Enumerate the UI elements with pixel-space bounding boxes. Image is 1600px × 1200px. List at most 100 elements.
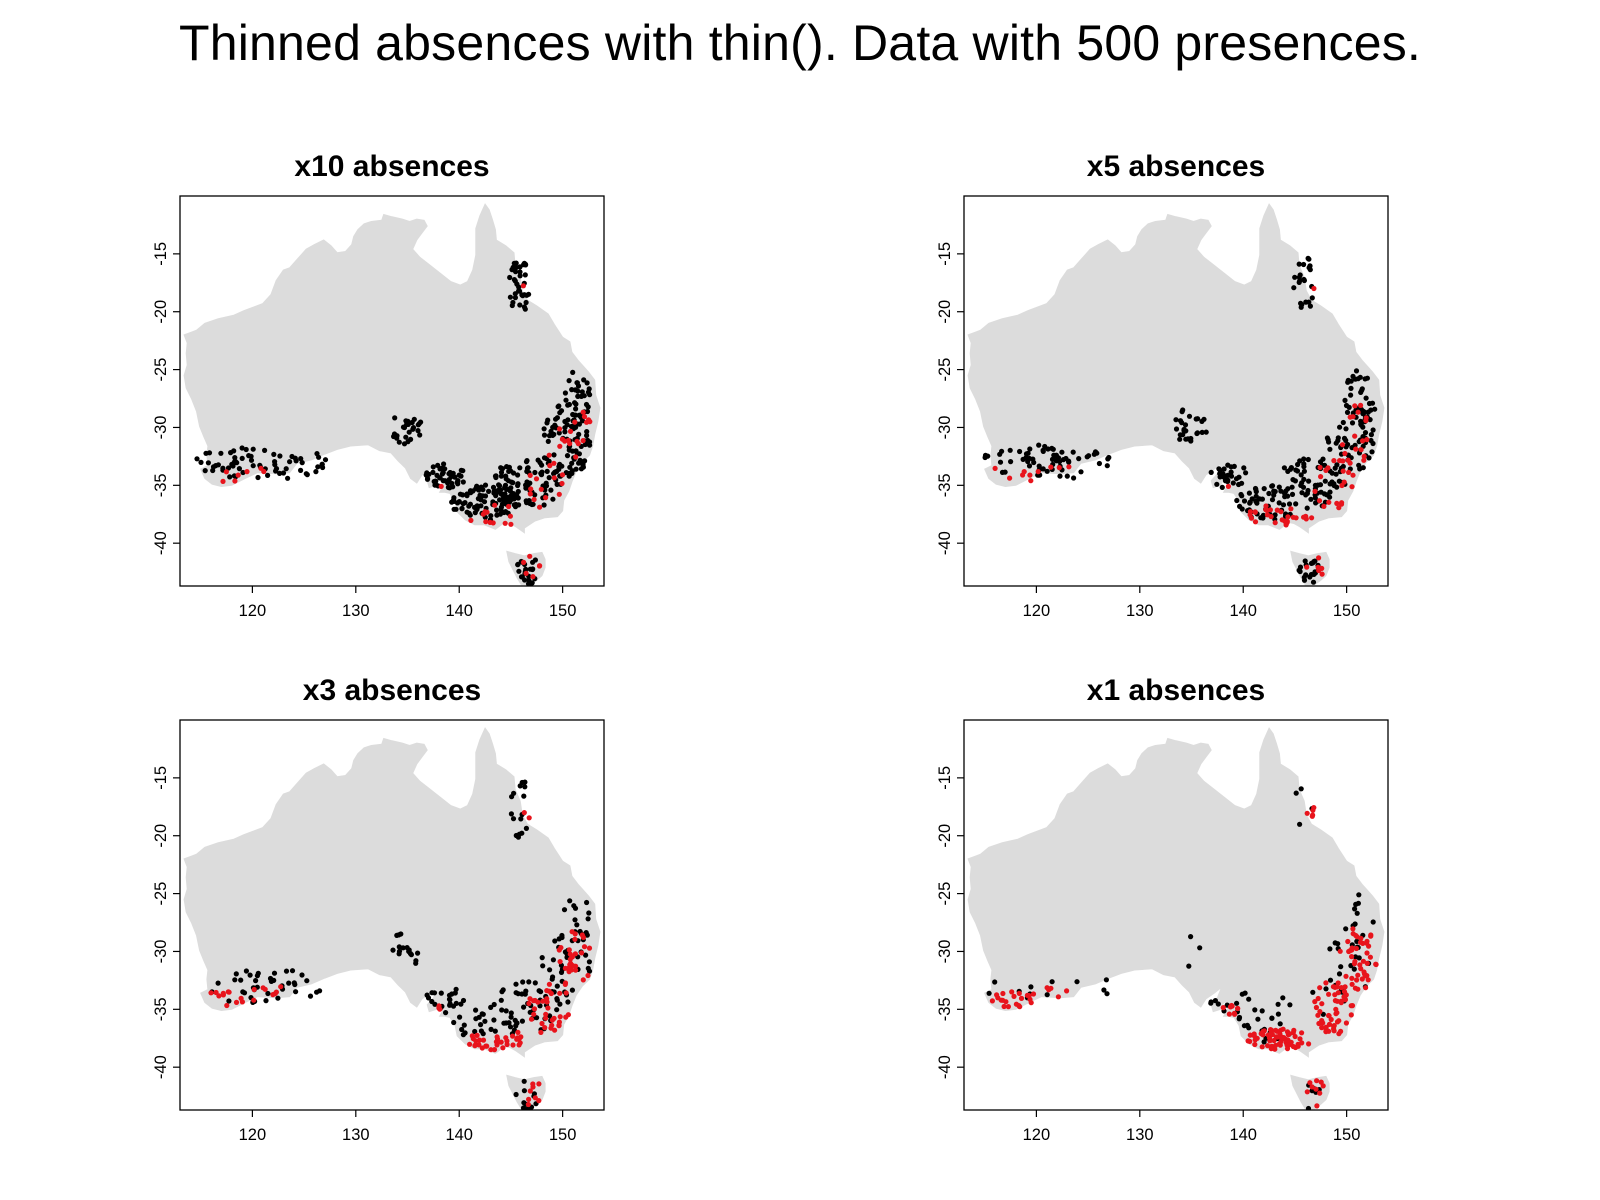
absence-point xyxy=(584,432,590,439)
presence-point xyxy=(1326,499,1332,505)
panel-title: x3 absences xyxy=(303,674,481,707)
absence-point xyxy=(411,416,417,422)
presence-point xyxy=(1231,1010,1237,1016)
absence-point xyxy=(566,473,572,479)
presence-point xyxy=(1346,948,1352,955)
presence-point xyxy=(559,480,565,487)
presence-point xyxy=(504,1038,510,1044)
absence-point xyxy=(1026,463,1033,469)
absence-point xyxy=(551,452,557,458)
presence-point xyxy=(1358,447,1364,453)
absence-point xyxy=(522,577,528,583)
absence-point xyxy=(1228,469,1234,475)
absence-point xyxy=(1360,434,1366,440)
absence-point xyxy=(1243,470,1249,476)
absence-point xyxy=(531,1091,537,1097)
absence-point xyxy=(1214,481,1220,487)
presence-point xyxy=(581,414,588,420)
absence-point xyxy=(580,461,586,467)
land-mainland xyxy=(183,203,601,534)
presence-point xyxy=(1319,565,1325,571)
absence-point xyxy=(435,462,441,468)
absence-point xyxy=(232,455,238,461)
presence-point xyxy=(1373,961,1379,967)
absence-point xyxy=(1092,449,1099,455)
presence-point xyxy=(1338,1028,1344,1034)
presence-point xyxy=(1007,475,1013,481)
presence-point xyxy=(1335,990,1341,996)
presence-point xyxy=(992,465,998,471)
presence-point xyxy=(239,999,245,1005)
absence-point xyxy=(1025,450,1031,456)
absence-point xyxy=(558,408,565,414)
presence-point xyxy=(556,491,562,497)
absence-point xyxy=(1346,404,1352,410)
absence-point xyxy=(293,989,299,995)
absence-point xyxy=(564,422,570,428)
presence-point xyxy=(1318,474,1324,480)
presence-point xyxy=(1347,460,1353,466)
presence-point xyxy=(1350,926,1356,932)
presence-point xyxy=(1318,1079,1324,1085)
absence-point xyxy=(478,1022,484,1028)
presence-point xyxy=(1364,950,1370,956)
absence-point xyxy=(460,479,466,485)
presence-point xyxy=(551,475,557,481)
absence-point xyxy=(415,428,421,434)
absence-point xyxy=(1356,892,1362,898)
absence-point xyxy=(517,273,523,279)
presence-point xyxy=(1048,985,1054,991)
absence-point xyxy=(433,478,439,484)
presence-point xyxy=(587,419,593,425)
absence-point xyxy=(1298,472,1304,478)
presence-point xyxy=(1275,1034,1281,1040)
presence-point xyxy=(1252,1041,1258,1048)
presence-point xyxy=(527,1088,533,1094)
presence-point xyxy=(1309,1084,1315,1090)
absence-point xyxy=(470,488,476,494)
absence-point xyxy=(1071,475,1077,481)
absence-point xyxy=(1333,471,1339,477)
presence-point xyxy=(537,504,543,510)
absence-point xyxy=(1050,446,1056,452)
plot-area xyxy=(967,727,1385,1110)
presence-point xyxy=(1331,1024,1337,1030)
absence-point xyxy=(457,1014,463,1020)
absence-point xyxy=(1293,501,1299,507)
presence-point xyxy=(1343,973,1349,979)
absence-point xyxy=(519,292,525,298)
absence-point xyxy=(1252,1007,1258,1013)
absence-point xyxy=(1002,469,1008,475)
absence-point xyxy=(273,466,280,472)
absence-point xyxy=(576,421,582,427)
absence-point xyxy=(565,417,571,423)
land-mainland xyxy=(183,727,601,1058)
absence-point xyxy=(1305,456,1311,463)
absence-point xyxy=(1104,463,1110,469)
absence-point xyxy=(564,453,571,459)
panel-x1: x1 absences 120 130 140 150 -15 -20 -25 -30 -35 -4… xyxy=(924,664,1444,1184)
presence-point xyxy=(470,1036,476,1042)
panel-title: x1 absences xyxy=(1087,674,1265,707)
absence-point xyxy=(1304,505,1310,511)
absence-point xyxy=(1307,267,1313,273)
presence-point xyxy=(1011,993,1017,999)
absence-point xyxy=(1298,786,1304,792)
absence-point xyxy=(999,448,1005,454)
presence-point xyxy=(1284,518,1290,524)
presence-point xyxy=(1325,465,1331,471)
absence-point xyxy=(226,998,232,1004)
presence-point xyxy=(1252,1037,1258,1043)
absence-point xyxy=(459,1026,465,1033)
absence-point xyxy=(1246,1025,1252,1031)
absence-point xyxy=(314,989,320,995)
absence-point xyxy=(481,499,488,505)
x-tick-label: 120 xyxy=(239,1126,267,1144)
absence-point xyxy=(521,793,527,799)
presence-point xyxy=(1353,446,1359,452)
absence-point xyxy=(516,568,522,574)
absence-point xyxy=(515,495,521,501)
presence-point xyxy=(1353,945,1359,952)
absence-point xyxy=(558,969,565,975)
absence-point xyxy=(586,910,592,916)
